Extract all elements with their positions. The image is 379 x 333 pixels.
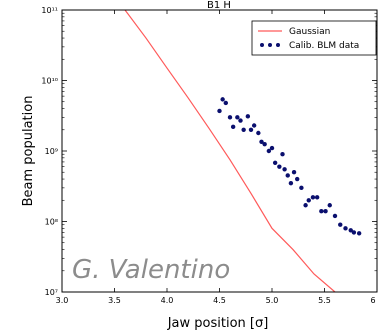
legend-blm-swatch-dot xyxy=(260,43,264,47)
blm-data-point xyxy=(277,164,282,169)
x-tick-label: 3.5 xyxy=(108,296,121,305)
legend-blm-label: Calib. BLM data xyxy=(289,41,359,51)
blm-data-point xyxy=(241,127,246,132)
blm-data-point xyxy=(343,226,348,231)
blm-data-point xyxy=(323,209,328,214)
watermark: G. Valentino xyxy=(72,255,230,285)
x-tick-label: 5.0 xyxy=(266,296,279,305)
blm-data-point xyxy=(230,124,236,130)
x-axis-label: Jaw position [σ] xyxy=(167,316,269,331)
blm-data-point xyxy=(338,222,343,227)
y-tick-label: 10¹⁰ xyxy=(41,77,58,86)
chart-title: B1 H xyxy=(207,0,231,11)
blm-data-point xyxy=(314,195,320,200)
blm-data-point xyxy=(251,123,257,128)
blm-data-point xyxy=(262,141,267,147)
legend: Gaussian Calib. BLM data xyxy=(251,20,377,56)
blm-data-point xyxy=(272,160,278,166)
y-axis-label: Beam population xyxy=(21,96,36,207)
blm-data-point xyxy=(280,152,285,157)
blm-data-point xyxy=(332,213,338,219)
blm-data-point xyxy=(227,115,233,120)
x-tick-label: 3.0 xyxy=(56,296,69,305)
blm-data-point xyxy=(356,231,362,236)
blm-data-point xyxy=(269,145,275,151)
blm-data-point xyxy=(295,176,300,182)
gaussian-line xyxy=(124,10,336,292)
blm-data-point xyxy=(238,118,243,123)
blm-data-point xyxy=(291,170,297,175)
x-tick-label: 4.5 xyxy=(213,296,226,305)
legend-gaussian-label: Gaussian xyxy=(289,27,330,37)
blm-data-point xyxy=(235,115,240,120)
y-tick-label: 10⁸ xyxy=(45,218,58,227)
blm-data-point xyxy=(303,203,308,208)
y-tick-label: 10⁹ xyxy=(45,147,58,156)
blm-data-point xyxy=(319,209,324,214)
blm-data-point xyxy=(310,195,316,200)
blm-data-point xyxy=(351,230,357,235)
legend-blm-swatch-dot xyxy=(276,43,280,47)
blm-data-point xyxy=(223,100,228,106)
blm-data-point xyxy=(282,167,287,172)
y-tick-label: 10¹¹ xyxy=(41,6,58,15)
blm-data-point xyxy=(248,127,254,132)
legend-blm-swatch-dot xyxy=(268,43,272,47)
x-tick-label: 4.0 xyxy=(161,296,174,305)
x-tick-label: 5.5 xyxy=(318,296,331,305)
blm-data-point xyxy=(217,108,222,114)
blm-data-point xyxy=(285,173,290,178)
x-tick-label: 6 xyxy=(370,296,375,305)
blm-data-point xyxy=(266,148,272,154)
blm-data-point xyxy=(245,114,251,119)
blm-data-point xyxy=(259,139,264,145)
blm-data-point xyxy=(220,97,225,102)
blm-data-point xyxy=(299,185,304,191)
blm-data-point xyxy=(327,203,332,208)
blm-data-point xyxy=(348,228,353,233)
blm-data-point xyxy=(288,180,294,186)
y-tick-label: 10⁷ xyxy=(45,288,58,297)
legend-box xyxy=(251,20,377,56)
blm-data-point xyxy=(306,198,311,203)
blm-data-point xyxy=(256,130,261,136)
